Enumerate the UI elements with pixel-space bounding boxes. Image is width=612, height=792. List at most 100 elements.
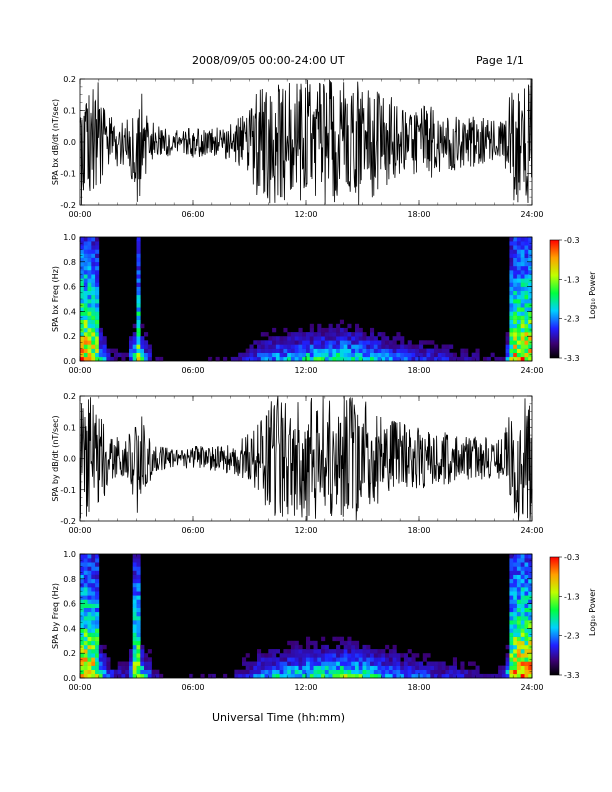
spectrogram-cell — [324, 665, 329, 670]
spectrogram-cell — [452, 665, 457, 670]
spectrogram-cell — [524, 562, 529, 567]
spectrogram-cell — [253, 673, 258, 679]
spectrogram-cell — [336, 323, 341, 329]
spectrogram-cell — [377, 344, 382, 349]
spectrogram-cell — [520, 632, 525, 637]
spectrogram-cell — [136, 566, 141, 571]
spectrogram-cell — [524, 274, 529, 279]
spectrogram-cell — [528, 616, 533, 621]
spectrogram-cell — [516, 673, 521, 679]
panel-4 — [79, 553, 562, 679]
spectrogram-cell — [91, 570, 96, 575]
spectrogram-cell — [415, 352, 420, 358]
spectrogram-cell — [347, 336, 352, 341]
spectrogram-cell — [509, 327, 514, 333]
spectrogram-cell — [339, 327, 344, 333]
spectrogram-cell — [317, 327, 322, 333]
spectrogram-cell — [91, 554, 96, 559]
spectrogram-cell — [358, 344, 363, 349]
spectrogram-cell — [268, 352, 273, 358]
spectrogram-cell — [249, 348, 254, 353]
spectrogram-cell — [355, 661, 360, 666]
spectrogram-cell — [113, 356, 118, 362]
spectrogram-cell — [317, 352, 322, 358]
spectrogram-cell — [513, 286, 518, 291]
spectrogram-cell — [306, 352, 311, 358]
y-tick-label: 0.4 — [63, 624, 76, 633]
spectrogram-cell — [287, 340, 292, 345]
spectrogram-cell — [411, 665, 416, 670]
spectrogram-cell — [437, 352, 442, 358]
spectrogram-cell — [91, 636, 96, 642]
y-tick-label: 0.0 — [63, 455, 76, 464]
spectrogram-cell — [95, 624, 100, 629]
spectrogram-cell — [317, 340, 322, 345]
spectrogram-cell — [513, 595, 518, 600]
spectrogram-cell — [377, 348, 382, 353]
spectrogram-cell — [339, 340, 344, 345]
spectrogram-cell — [362, 661, 367, 666]
spectrogram-cell — [520, 669, 525, 675]
spectrogram-cell — [302, 661, 307, 666]
spectrogram-cell — [516, 282, 521, 287]
spectrogram-cell — [290, 344, 295, 349]
x-tick-label: 18:00 — [407, 366, 430, 375]
spectrogram-cell — [385, 352, 390, 358]
spectrogram-cell — [520, 332, 525, 337]
spectrogram-cell — [528, 282, 533, 287]
spectrogram-cell — [520, 303, 525, 308]
spectrogram-cell — [283, 665, 288, 670]
spectrogram-cell — [381, 653, 386, 658]
spectrogram-cell — [355, 653, 360, 658]
spectrogram-cell — [125, 665, 130, 670]
spectrogram-cell — [306, 657, 311, 662]
spectrogram-cell — [253, 356, 258, 362]
spectrogram-cell — [524, 636, 529, 642]
y-axis-label: SPA by dB/dt (nT/sec) — [51, 415, 60, 501]
spectrogram-cell — [336, 653, 341, 658]
spectrogram-cell — [87, 640, 92, 646]
spectrogram-cell — [306, 653, 311, 658]
spectrogram-cell — [509, 640, 514, 646]
spectrogram-cell — [140, 649, 145, 654]
spectrogram-cell — [528, 661, 533, 666]
spectrogram-cell — [392, 644, 397, 650]
spectrogram-cell — [528, 640, 533, 646]
spectrogram-cell — [377, 653, 382, 658]
spectrogram-cell — [313, 653, 318, 658]
spectrogram-cell — [332, 661, 337, 666]
spectrogram-cell — [80, 257, 85, 263]
spectrogram-cell — [136, 344, 141, 349]
spectrogram-cell — [117, 661, 122, 666]
spectrogram-cell — [449, 669, 454, 675]
spectrogram-cell — [437, 673, 442, 679]
spectrogram-cell — [87, 241, 92, 246]
spectrogram-cell — [516, 340, 521, 345]
spectrogram-cell — [110, 669, 115, 675]
spectrogram-cell — [411, 657, 416, 662]
spectrogram-cell — [136, 290, 141, 296]
spectrogram-cell — [441, 356, 446, 362]
spectrogram-cell — [339, 352, 344, 358]
spectrogram-cell — [279, 673, 284, 679]
spectrogram-cell — [309, 669, 314, 675]
spectrogram-cell — [426, 356, 431, 362]
spectrogram-cell — [321, 356, 326, 362]
spectrogram-cell — [83, 282, 88, 287]
spectrogram-cell — [528, 261, 533, 267]
spectrogram-cell — [434, 356, 439, 362]
spectrogram-cell — [490, 673, 495, 679]
spectrogram-cell — [129, 657, 134, 662]
spectrogram-cell — [509, 265, 514, 271]
spectrogram-cell — [381, 340, 386, 345]
spectrogram-cell — [317, 356, 322, 362]
spectrogram-cell — [91, 661, 96, 666]
spectrogram-cell — [400, 665, 405, 670]
spectrogram-cell — [298, 352, 303, 358]
x-tick-label: 00:00 — [68, 683, 91, 692]
spectrogram-cell — [396, 352, 401, 358]
spectrogram-cell — [388, 340, 393, 345]
spectrogram-cell — [355, 657, 360, 662]
spectrogram-cell — [87, 603, 92, 608]
spectrogram-cell — [91, 286, 96, 291]
